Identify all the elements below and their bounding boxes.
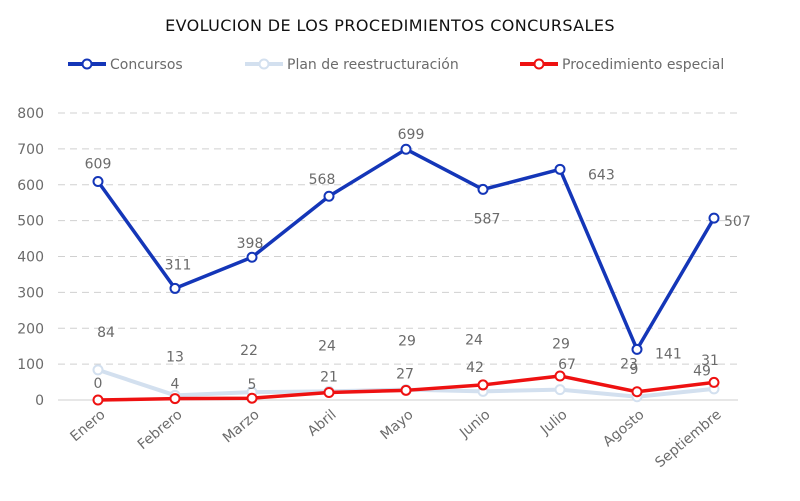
data-label-plan-de-reestructuracion-julio: 29 [552,337,570,353]
data-label-plan-de-reestructuracion-agosto: 9 [630,362,639,378]
legend-item-plan-de-reestructuracion: Plan de reestructuración [245,57,459,73]
data-label-concursos-abril: 568 [309,172,336,188]
data-point-concursos-enero [92,176,104,188]
x-axis: Enero Febrero Marzo Abril Mayo Junio Julio Agos… [67,407,724,471]
series-line-concursos [96,147,716,352]
data-point-procedimiento-especial-junio [477,379,489,391]
y-tick-label: 700 [17,142,44,158]
y-tick-label: 0 [35,393,44,409]
y-tick-label: 100 [17,357,44,373]
data-label-procedimiento-especial-julio: 67 [558,357,576,373]
data-labels: 609 311 398 568 699 587 643 141 507 84 13 22 24 29 24 2… [85,127,751,393]
data-label-concursos-mayo: 699 [398,127,425,143]
data-label-concursos-septiembre: 507 [724,214,751,230]
y-tick-label: 600 [17,178,44,194]
y-tick-label: 400 [17,250,44,266]
series-procedimiento-especial [92,370,720,406]
data-point-concursos-julio [554,163,566,175]
y-tick-label: 500 [17,214,44,230]
data-label-procedimiento-especial-enero: 0 [94,376,103,392]
data-label-plan-de-reestructuracion-marzo: 22 [240,343,258,359]
y-axis: 0 100 200 300 400 500 600 700 800 [17,106,44,409]
y-tick-label: 200 [17,321,44,337]
x-tick-label-agosto: Agosto [600,407,647,450]
data-label-procedimiento-especial-abril: 21 [320,369,338,385]
data-label-concursos-junio: 587 [474,211,501,227]
data-point-concursos-agosto [631,343,643,355]
data-point-procedimiento-especial-agosto [631,386,643,398]
legend-swatch-marker [533,58,545,70]
data-point-procedimiento-especial-julio [554,370,566,382]
x-tick-label-septiembre: Septiembre [652,407,724,471]
data-point-plan-de-reestructuracion-julio [554,384,566,396]
data-point-concursos-febrero [169,282,181,294]
data-label-plan-de-reestructuracion-septiembre: 31 [701,353,719,369]
data-point-plan-de-reestructuracion-enero [92,364,104,376]
x-tick-label-julio: Julio [537,407,571,439]
x-tick-label-febrero: Febrero [135,407,186,453]
chart-title: EVOLUCION DE LOS PROCEDIMIENTOS CONCURSA… [165,16,615,35]
data-point-procedimiento-especial-enero [92,394,104,406]
legend-item-procedimiento-especial: Procedimiento especial [520,57,724,73]
legend-label: Concursos [110,57,183,73]
data-point-concursos-marzo [246,251,258,263]
data-label-procedimiento-especial-febrero: 4 [171,377,180,393]
data-label-plan-de-reestructuracion-enero: 84 [97,325,115,341]
data-point-procedimiento-especial-mayo [400,384,412,396]
data-point-concursos-mayo [400,143,412,155]
y-tick-label: 300 [17,285,44,301]
x-tick-label-enero: Enero [67,407,108,445]
x-tick-label-mayo: Mayo [378,407,417,443]
data-label-plan-de-reestructuracion-abril: 24 [318,338,336,354]
data-label-concursos-enero: 609 [85,157,112,173]
y-tick-label: 800 [17,106,44,122]
data-label-procedimiento-especial-septiembre: 49 [693,363,711,379]
x-tick-label-junio: Junio [456,407,493,442]
legend-swatch-marker [81,58,93,70]
data-label-concursos-julio: 643 [588,167,615,183]
legend-label: Procedimiento especial [562,57,724,73]
series-concursos [92,143,720,355]
data-label-procedimiento-especial-junio: 42 [466,360,484,376]
data-label-concursos-agosto: 141 [655,346,682,362]
data-point-concursos-junio [477,183,489,195]
data-label-plan-de-reestructuracion-febrero: 13 [166,349,184,365]
x-tick-label-abril: Abril [305,407,340,440]
data-label-concursos-febrero: 311 [165,257,192,273]
data-label-plan-de-reestructuracion-mayo: 29 [398,334,416,350]
legend-item-concursos: Concursos [68,57,183,73]
data-label-procedimiento-especial-mayo: 27 [396,366,414,382]
series-lines [92,143,720,406]
data-point-concursos-septiembre [708,212,720,224]
data-label-procedimiento-especial-agosto: 23 [620,357,638,373]
data-label-procedimiento-especial-marzo: 5 [248,377,257,393]
legend-swatch-marker [258,58,270,70]
legend: Concursos Plan de reestructuración Procedi… [68,57,724,73]
data-label-plan-de-reestructuracion-junio: 24 [465,332,483,348]
legend-label: Plan de reestructuración [287,57,459,73]
data-point-procedimiento-especial-marzo [246,392,258,404]
data-point-concursos-abril [323,190,335,202]
data-point-procedimiento-especial-abril [323,386,335,398]
data-point-procedimiento-especial-febrero [169,393,181,405]
data-point-procedimiento-especial-septiembre [708,376,720,388]
x-tick-label-marzo: Marzo [220,407,263,446]
data-label-concursos-marzo: 398 [237,236,264,252]
